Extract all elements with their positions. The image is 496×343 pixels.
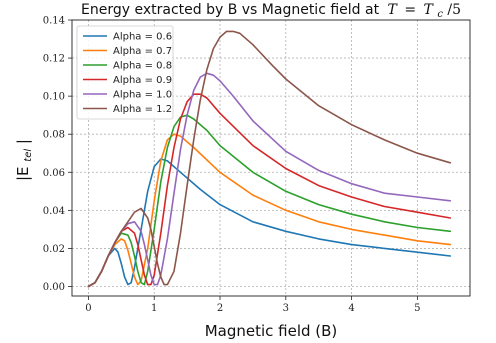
x-tick-label: 2 — [217, 303, 223, 314]
y-axis-label: |E tel | — [14, 139, 35, 181]
y-label-end: | — [14, 139, 32, 144]
title-text: Energy extracted by B vs Magnetic field … — [81, 2, 380, 18]
series-layer — [87, 30, 452, 288]
series-line — [87, 30, 452, 288]
legend-box — [76, 25, 174, 120]
x-tick-label: 3 — [283, 303, 289, 314]
legend-label: Alpha = 0.9 — [113, 75, 172, 86]
title-math-rhs: T — [424, 2, 435, 18]
y-tick-label: 0.10 — [43, 92, 65, 103]
x-tick-label: 5 — [414, 303, 420, 314]
title-math-equals: = — [404, 2, 416, 18]
y-label-main: |E — [14, 166, 32, 181]
legend-label: Alpha = 1.2 — [113, 104, 172, 115]
title-math-sub: c — [437, 9, 443, 20]
y-axis-ticks: 0.00 0.02 0.04 0.06 0.08 0.10 0.12 0.14 — [43, 16, 72, 293]
y-tick-label: 0.04 — [43, 206, 65, 217]
y-tick-label: 0.12 — [43, 54, 65, 65]
x-tick-label: 4 — [348, 303, 354, 314]
legend-label: Alpha = 0.6 — [113, 32, 172, 43]
chart-title: Energy extracted by B vs Magnetic field … — [81, 2, 461, 21]
x-tick-label: 0 — [85, 303, 91, 314]
x-axis-ticks: 0 1 2 3 4 5 — [85, 296, 421, 314]
y-tick-label: 0.02 — [43, 244, 65, 255]
series-line — [87, 158, 452, 288]
y-tick-label: 0.08 — [43, 130, 65, 141]
legend-label: Alpha = 1.0 — [113, 90, 172, 101]
title-math-lhs: T — [388, 2, 399, 18]
y-tick-label: 0.00 — [43, 282, 65, 293]
title-math-den: /5 — [447, 2, 461, 18]
y-label-sub: tel — [23, 149, 34, 162]
y-tick-label: 0.14 — [43, 16, 65, 27]
y-tick-label: 0.06 — [43, 168, 65, 179]
x-tick-label: 1 — [151, 303, 157, 314]
plot-frame — [71, 19, 471, 297]
legend: Alpha = 0.6 Alpha = 0.7 Alpha = 0.8 Alpha =… — [76, 25, 174, 120]
x-axis-label: Magnetic field (B) — [205, 322, 338, 340]
series-line — [87, 133, 452, 288]
legend-label: Alpha = 0.7 — [113, 46, 172, 57]
legend-label: Alpha = 0.8 — [113, 61, 172, 72]
